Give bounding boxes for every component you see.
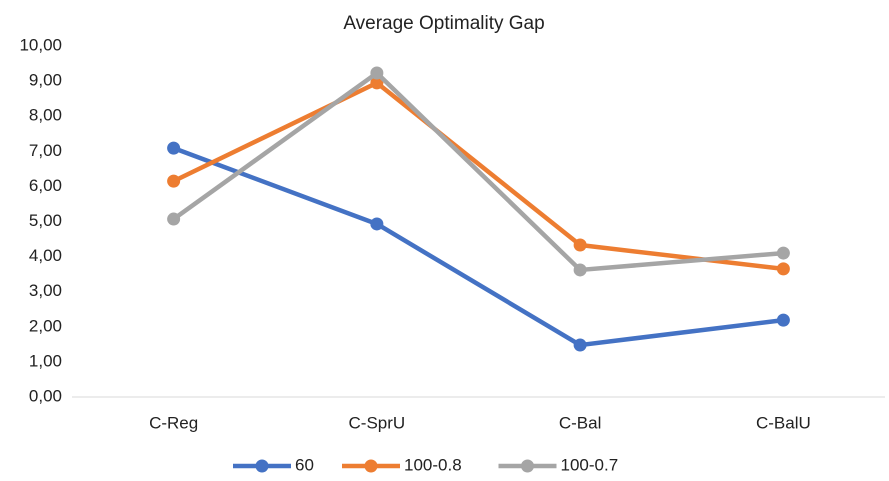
series-line <box>172 70 784 273</box>
legend-label: 100-0.7 <box>561 455 619 474</box>
legend: 60 100-0.8 100-0.7 <box>233 455 618 474</box>
y-tick-label: 0,00 <box>29 386 62 405</box>
data-point <box>776 246 790 260</box>
legend-marker <box>521 459 534 473</box>
data-point <box>167 141 181 155</box>
y-tick-label: 8,00 <box>29 106 62 125</box>
legend-marker <box>255 459 269 473</box>
data-point <box>167 174 181 188</box>
data-point <box>573 238 587 252</box>
data-point <box>167 212 181 226</box>
data-point <box>776 262 790 276</box>
data-point <box>776 313 790 327</box>
data-point <box>370 217 384 231</box>
series-line <box>172 80 784 272</box>
y-tick-label: 1,00 <box>29 351 62 370</box>
y-tick-label: 2,00 <box>29 316 62 335</box>
data-point <box>573 263 587 277</box>
x-tick-label: C-Bal <box>559 413 602 432</box>
x-tick-label: C-SprU <box>349 413 406 432</box>
y-tick-label: 6,00 <box>29 176 62 195</box>
y-tick-label: 3,00 <box>29 281 62 300</box>
x-tick-label: C-BalU <box>756 413 811 432</box>
y-tick-label: 9,00 <box>29 71 62 90</box>
y-tick-label: 4,00 <box>29 246 62 265</box>
data-point <box>370 66 384 80</box>
legend-label: 100-0.8 <box>404 455 462 474</box>
legend-label: 60 <box>295 455 314 474</box>
legend-marker <box>364 459 378 473</box>
y-tick-label: 7,00 <box>29 141 62 160</box>
series-line <box>172 146 784 348</box>
x-tick-label: C-Reg <box>149 413 198 432</box>
chart-title: Average Optimality Gap <box>343 13 544 34</box>
data-point <box>573 338 587 352</box>
y-tick-label: 10,00 <box>19 35 62 54</box>
data-point <box>370 76 384 90</box>
y-tick-label: 5,00 <box>29 211 62 230</box>
